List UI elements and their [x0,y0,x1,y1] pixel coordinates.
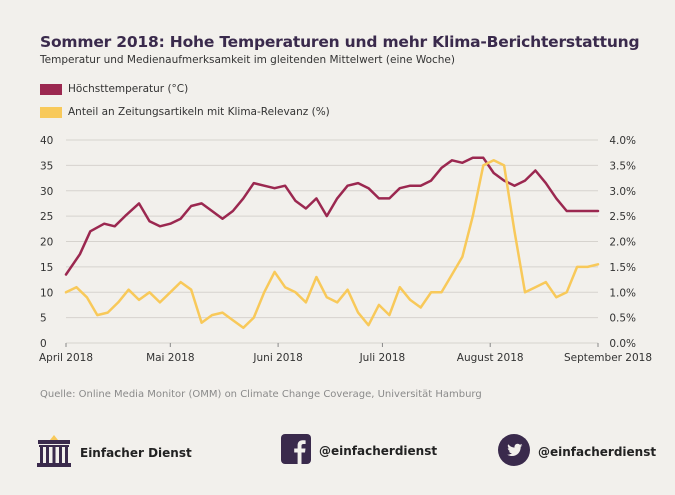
y-left-tick-label: 40 [40,135,53,147]
footer-twitter-label: @einfacherdienst [538,444,657,459]
x-tick-label: September 2018 [564,352,652,364]
y-right-tick-label: 3.5% [609,160,636,172]
y-left-tick-label: 10 [40,287,53,299]
brandenburg-gate-icon [36,434,72,471]
chart-subtitle: Temperatur und Medienaufmerksamkeit im g… [40,54,455,66]
x-tick-label: August 2018 [457,352,524,364]
legend-item-share: Anteil an Zeitungsartikeln mit Klima-Rel… [40,106,330,118]
y-right-tick-label: 1.5% [609,262,636,274]
series-line-share [64,159,600,330]
facebook-icon [281,434,311,467]
footer-facebook[interactable]: @einfacherdienst [281,434,437,467]
y-left-tick-label: 15 [40,262,53,274]
legend-swatch-share [40,106,62,118]
y-right-tick-label: 1.0% [609,287,636,299]
y-left-tick-label: 25 [40,211,53,223]
y-right-tick-label: 2.5% [609,211,636,223]
legend-item-temperature: Höchsttemperatur (°C) [40,83,188,95]
y-left-tick-label: 30 [40,186,53,198]
line-chart: 0 5 10 15 20 25 30 35 40 0.0% 0.5% 1.0% 1.5% 2.0% 2.5%… [39,135,652,364]
footer-twitter[interactable]: @einfacherdienst [498,434,656,469]
twitter-icon [498,434,530,469]
y-left-tick-label: 35 [40,160,53,172]
x-tick-label: Juni 2018 [252,352,302,364]
y-right-tick-label: 0.0% [609,338,636,350]
series-line-temperature [64,156,600,276]
y-left-tick-label: 0 [40,338,47,350]
y-right-tick-label: 3.0% [609,186,636,198]
legend-swatch-temperature [40,83,62,95]
x-tick-label: April 2018 [39,352,93,364]
chart-title: Sommer 2018: Hohe Temperaturen und mehr … [40,33,640,51]
y-right-tick-label: 2.0% [609,237,636,249]
legend-label-temperature: Höchsttemperatur (°C) [68,83,189,95]
footer-brand-label: Einfacher Dienst [80,445,192,460]
y-right-tick-label: 0.5% [609,313,636,325]
x-tick-label: Juli 2018 [359,352,406,364]
y-left-tick-label: 5 [40,313,47,325]
x-tick-label: Mai 2018 [146,352,194,364]
legend-label-share: Anteil an Zeitungsartikeln mit Klima-Rel… [68,106,330,118]
footer-brand: Einfacher Dienst [36,434,192,471]
source-note: Quelle: Online Media Monitor (OMM) on Cl… [40,389,482,400]
y-right-tick-label: 4.0% [609,135,636,147]
y-left-tick-label: 20 [40,237,53,249]
footer-facebook-label: @einfacherdienst [319,443,438,458]
